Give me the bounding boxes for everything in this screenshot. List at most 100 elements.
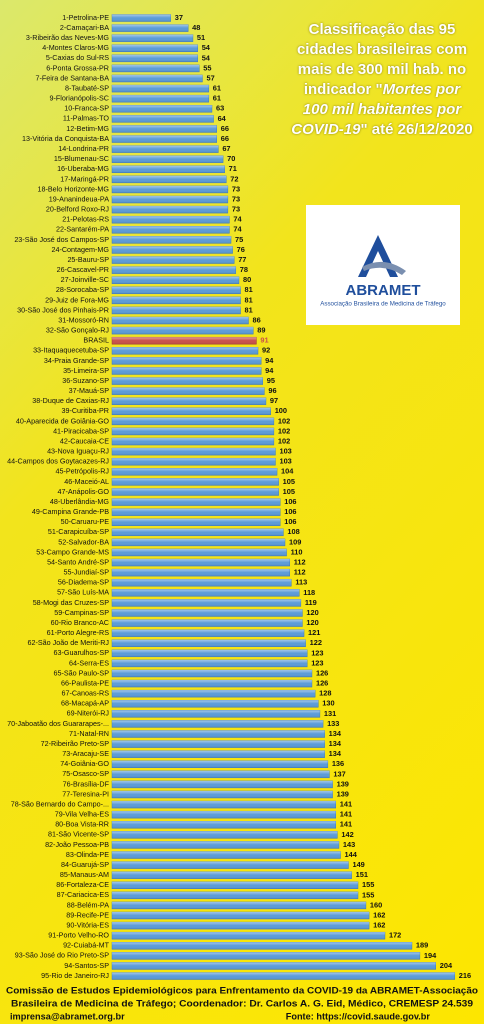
bar-shine	[112, 952, 420, 960]
category-label: 59-Campinas-SP	[54, 608, 109, 617]
value-label: 81	[245, 295, 253, 304]
category-label: 65-São Paulo-SP	[53, 668, 109, 677]
category-label: 40-Aparecida de Goiânia-GO	[16, 416, 109, 425]
bar-shine	[112, 972, 455, 980]
bar-shine	[112, 569, 290, 577]
bar-shine	[112, 216, 230, 224]
bar-shine	[112, 518, 281, 526]
category-label: 25-Bauru-SP	[67, 255, 109, 264]
bar-shine	[112, 730, 325, 738]
category-label: 51-Carapicuíba-SP	[48, 527, 109, 536]
value-label: 131	[324, 709, 336, 718]
category-label: 48-Uberlândia-MG	[50, 497, 110, 506]
value-label: 73	[232, 184, 240, 193]
bar-shine	[112, 377, 263, 385]
category-label: 72-Ribeirão Preto-SP	[41, 739, 110, 748]
value-label: 126	[316, 679, 328, 688]
value-label: 162	[373, 910, 385, 919]
value-label: 104	[281, 467, 294, 476]
category-label: 19-Ananindeua-PA	[49, 194, 109, 203]
bar-shine	[112, 458, 276, 466]
value-label: 54	[202, 43, 211, 52]
value-label: 141	[340, 810, 352, 819]
bar-shine	[112, 296, 241, 304]
category-label: 18-Belo Horizonte-MG	[37, 184, 109, 193]
bar-shine	[112, 922, 370, 930]
category-label: 89-Recife-PE	[66, 910, 109, 919]
value-label: 54	[202, 53, 211, 62]
bar-shine	[112, 881, 358, 889]
category-label: 74-Goiânia-GO	[60, 759, 109, 768]
logo-name: ABRAMET	[346, 282, 421, 299]
category-label: 49-Campina Grande-PB	[32, 507, 109, 516]
bar-shine	[112, 851, 341, 859]
bar-shine	[112, 589, 300, 597]
value-label: 118	[303, 588, 315, 597]
category-label: 8-Taubaté-SP	[65, 83, 109, 92]
category-label: 87-Cariacica-ES	[57, 890, 110, 899]
value-label: 105	[283, 477, 295, 486]
value-label: 103	[279, 447, 291, 456]
value-label: 103	[279, 457, 291, 466]
category-label: 7-Feira de Santana-BA	[35, 73, 109, 82]
value-label: 121	[308, 628, 320, 637]
category-label: 94-Santos-SP	[64, 961, 109, 970]
value-label: 109	[289, 537, 301, 546]
value-label: 97	[270, 396, 278, 405]
bar-shine	[112, 407, 271, 415]
category-label: 6-Ponta Grossa-PR	[46, 63, 109, 72]
category-label: 46-Maceió-AL	[64, 477, 109, 486]
bar-shine	[112, 24, 189, 32]
category-label: 10-Franca-SP	[64, 104, 109, 113]
category-label: 20-Belford Roxo-RJ	[46, 205, 110, 214]
category-label: 92-Cuiabá-MT	[63, 941, 110, 950]
value-label: 81	[245, 285, 253, 294]
bar-shine	[112, 609, 303, 617]
category-label: 60-Rio Branco-AC	[51, 618, 109, 627]
value-label: 96	[268, 386, 276, 395]
value-label: 110	[291, 547, 303, 556]
bar-shine	[112, 236, 232, 244]
value-label: 120	[306, 608, 318, 617]
bar-shine	[112, 750, 325, 758]
category-label: 88-Belém-PA	[67, 900, 109, 909]
value-label: 112	[294, 558, 306, 567]
value-label: 149	[352, 860, 364, 869]
bar-shine	[112, 276, 239, 284]
category-label: 69-Niterói-RJ	[67, 709, 110, 718]
value-label: 37	[175, 13, 183, 22]
bar-shine	[112, 397, 266, 405]
value-label: 130	[322, 699, 334, 708]
category-label: 79-Vila Velha-ES	[55, 810, 109, 819]
category-label: 53-Campo Grande-MS	[36, 547, 109, 556]
category-label: 93-São José do Rio Preto-SP	[15, 951, 109, 960]
bar-shine	[112, 427, 274, 435]
bar-shine	[112, 871, 352, 879]
category-label: 77-Teresina-PI	[62, 789, 109, 798]
category-label: 86-Fortaleza-CE	[56, 880, 109, 889]
bar-shine	[112, 185, 228, 193]
logo-shape	[362, 261, 406, 275]
value-label: 61	[213, 84, 221, 93]
value-label: 108	[287, 527, 299, 536]
footer-source: Fonte: https://covid.saude.gov.br	[286, 1011, 431, 1021]
bar-shine	[112, 942, 412, 950]
category-label: 14-Londrina-PR	[58, 144, 109, 153]
category-label: 78-São Bernardo do Campo-...	[11, 799, 109, 808]
footer-text: Brasileira de Medicina de Tráfego; Coord…	[11, 998, 473, 1008]
category-label: 17-Maringá-PR	[60, 174, 109, 183]
bar-shine	[112, 85, 209, 93]
bar-shine	[112, 669, 312, 677]
bar-shine	[112, 932, 385, 940]
category-label: 2-Camaçari-BA	[60, 23, 109, 32]
value-label: 136	[332, 759, 344, 768]
category-label: 56-Diadema-SP	[58, 578, 109, 587]
value-label: 92	[262, 346, 270, 355]
category-label: 44-Campos dos Goytacazes-RJ	[7, 457, 109, 466]
bar-shine	[112, 155, 224, 163]
value-label: 61	[213, 94, 221, 103]
value-label: 81	[245, 305, 253, 314]
category-label: 13-Vitória da Conquista-BA	[22, 134, 109, 143]
bar-shine	[112, 317, 249, 325]
